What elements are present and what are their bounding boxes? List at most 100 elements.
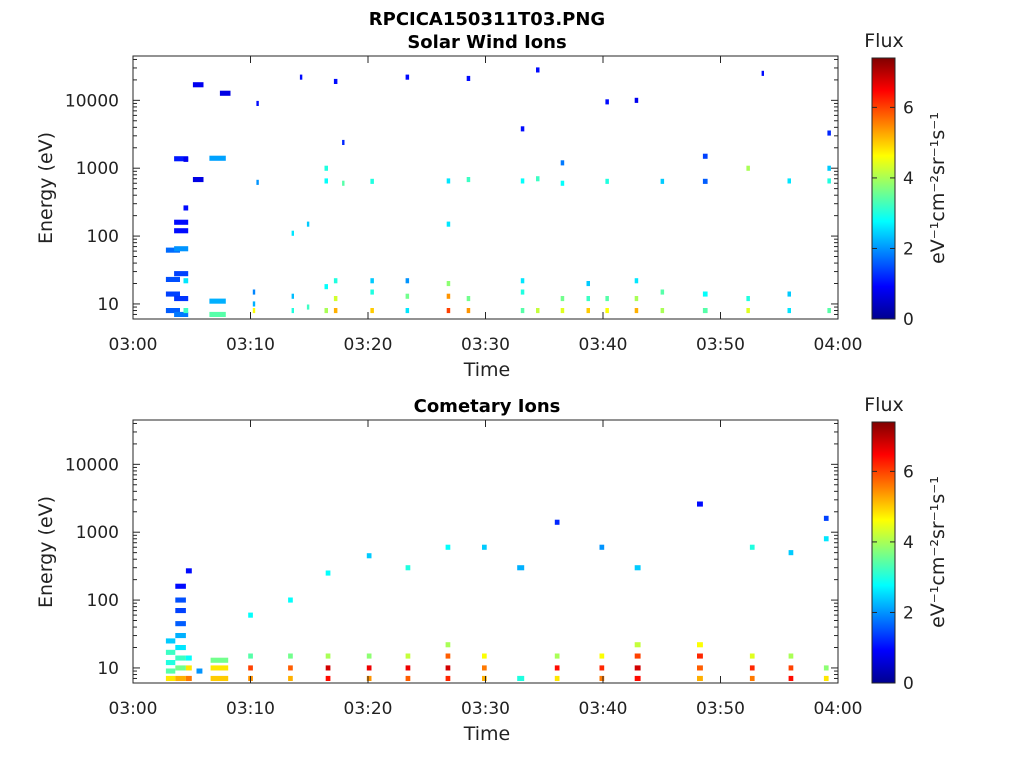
heatmap-cell: [325, 675, 331, 681]
colorbar-tick-label: 4: [903, 533, 914, 553]
heatmap-cell: [586, 281, 590, 287]
heatmap-cell: [252, 301, 256, 307]
heatmap-cell: [185, 665, 192, 671]
heatmap-cell: [517, 565, 525, 571]
heatmap-cell: [370, 178, 374, 184]
heatmap-cell: [183, 205, 189, 211]
heatmap-cell: [288, 665, 293, 671]
heatmap-cell: [697, 653, 703, 659]
y-axis-label-cometary: Energy (eV): [35, 496, 57, 608]
heatmap-cell: [466, 75, 471, 81]
heatmap-cell: [342, 139, 345, 145]
heatmap-cell: [175, 665, 186, 671]
heatmap-cell: [446, 281, 451, 287]
heatmap-cell: [560, 296, 565, 302]
colorbar-tick-label: 4: [903, 169, 914, 189]
heatmap-cell: [787, 178, 791, 184]
figure-title: RPCICA150311T03.PNG: [369, 9, 605, 30]
heatmap-cell: [405, 308, 410, 314]
y-tick-label: 1000: [76, 523, 119, 543]
heatmap-cell: [634, 308, 639, 314]
heatmap-cell: [209, 298, 226, 304]
heatmap-cell: [697, 501, 703, 507]
heatmap-cell: [599, 665, 605, 671]
heatmap-cell: [536, 308, 540, 314]
heatmap-cell: [291, 293, 294, 299]
heatmap-cell: [333, 308, 338, 314]
heatmap-cell: [165, 291, 180, 297]
heatmap-cell: [520, 178, 525, 184]
heatmap-cell: [517, 675, 525, 681]
heatmap-cell: [165, 660, 176, 666]
heatmap-cell: [333, 78, 338, 84]
heatmap-cell: [560, 180, 565, 186]
heatmap-cell: [746, 308, 750, 314]
heatmap-cell: [165, 308, 180, 314]
x-tick-label: 03:10: [226, 335, 275, 355]
heatmap-cell: [788, 653, 794, 659]
heatmap-cell: [325, 653, 331, 659]
solar-wind-ticks: 03:00 03:10 03:20 03:30 03:40 03:50 04:00 10 100…: [65, 56, 863, 355]
heatmap-cell: [660, 308, 665, 314]
heatmap-cell: [702, 308, 708, 314]
heatmap-cell: [366, 675, 372, 681]
heatmap-cell: [761, 70, 764, 76]
colorbar-unit-solar-wind: eV⁻¹cm⁻²sr⁻¹s⁻¹: [927, 112, 949, 264]
heatmap-cell: [165, 638, 176, 644]
y-tick-label: 10000: [65, 91, 119, 111]
heatmap-cell: [749, 653, 755, 659]
x-tick-label: 03:00: [109, 699, 158, 719]
x-tick-label: 04:00: [814, 699, 863, 719]
heatmap-cell: [823, 536, 829, 542]
heatmap-cell: [746, 296, 750, 302]
colorbar-label-cometary: Flux: [864, 394, 904, 416]
heatmap-cell: [183, 308, 189, 314]
heatmap-cell: [749, 675, 755, 681]
heatmap-cell: [405, 74, 410, 80]
heatmap-cell: [660, 289, 665, 295]
heatmap-cell: [175, 675, 186, 681]
x-tick-label: 03:50: [696, 699, 745, 719]
chart-title-solar-wind: Solar Wind Ions: [407, 32, 566, 53]
heatmap-cell: [605, 308, 609, 314]
y-tick-label: 10000: [65, 455, 119, 475]
heatmap-cell: [299, 74, 303, 80]
x-axis-label-cometary: Time: [463, 723, 511, 745]
heatmap-cell: [605, 178, 609, 184]
heatmap-cell: [466, 296, 471, 302]
heatmap-cell: [248, 612, 253, 618]
cometary-ticks: 03:00 03:10 03:20 03:30 03:40 03:50 04:00 10 100…: [65, 420, 863, 719]
heatmap-cell: [660, 178, 665, 184]
heatmap-cell: [174, 228, 189, 234]
heatmap-cell: [210, 657, 229, 663]
heatmap-cell: [823, 515, 829, 521]
heatmap-cell: [466, 177, 471, 183]
heatmap-cell: [586, 296, 590, 302]
heatmap-cell: [288, 675, 293, 681]
heatmap-cell: [175, 655, 186, 661]
y-tick-label: 1000: [76, 159, 119, 179]
heatmap-cell: [248, 665, 253, 671]
x-tick-label: 03:40: [579, 699, 628, 719]
heatmap-cell: [560, 308, 565, 314]
heatmap-cell: [446, 178, 451, 184]
heatmap-cell: [324, 308, 328, 314]
heatmap-cell: [209, 155, 226, 161]
heatmap-cell: [520, 278, 525, 284]
heatmap-cell: [445, 653, 451, 659]
x-tick-label: 03:30: [461, 699, 510, 719]
heatmap-cell: [749, 665, 755, 671]
heatmap-cell: [445, 675, 451, 681]
x-tick-label: 03:10: [226, 699, 275, 719]
heatmap-cell: [560, 160, 565, 166]
heatmap-cell: [219, 90, 231, 96]
heatmap-cell: [165, 276, 180, 282]
heatmap-cell: [702, 153, 708, 159]
heatmap-cell: [185, 655, 192, 661]
heatmap-cell: [256, 179, 259, 185]
y-tick-label: 100: [87, 227, 119, 247]
colorbar-tick-label: 2: [903, 603, 914, 623]
heatmap-cell: [554, 519, 560, 525]
heatmap-cell: [827, 130, 831, 136]
